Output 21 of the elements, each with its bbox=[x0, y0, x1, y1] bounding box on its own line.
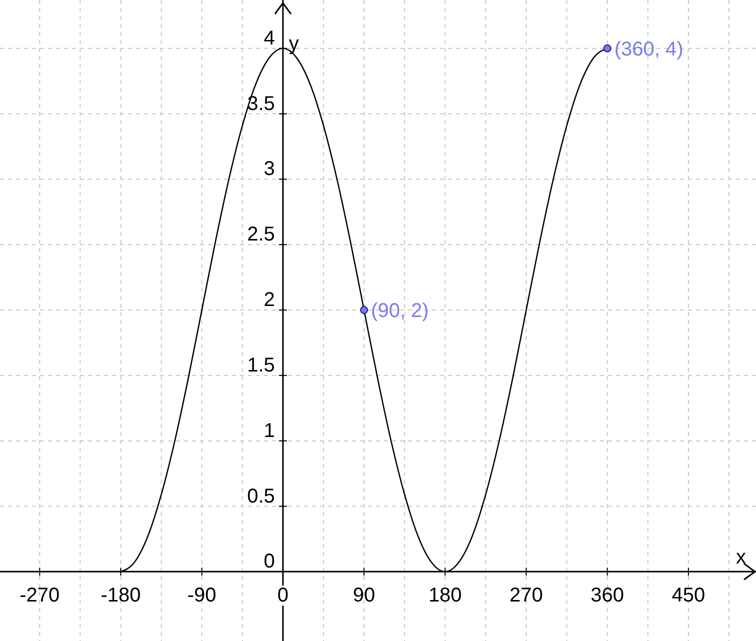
y-axis-title: y bbox=[288, 33, 299, 55]
x-tick-label: -90 bbox=[187, 584, 216, 607]
x-tick-label: 270 bbox=[510, 584, 543, 607]
x-tick-label: 360 bbox=[590, 584, 624, 607]
y-tick-label: 2.5 bbox=[247, 224, 275, 246]
x-axis-title: x bbox=[736, 546, 746, 569]
y-tick-label: 3 bbox=[264, 158, 275, 180]
x-tick-label: -180 bbox=[100, 584, 141, 607]
data-label: (360, 4) bbox=[614, 38, 684, 60]
y-tick-label: 3.5 bbox=[247, 92, 275, 115]
x-tick-label: 90 bbox=[352, 584, 376, 607]
y-tick-label: 1 bbox=[264, 420, 275, 442]
y-tick-label: 2 bbox=[264, 289, 275, 312]
data-label: (90, 2) bbox=[371, 300, 429, 322]
y-tick-label: 4 bbox=[264, 27, 275, 50]
x-tick-label: 450 bbox=[672, 584, 706, 607]
y-tick-label: 0.5 bbox=[247, 485, 275, 508]
y-tick-label: 0 bbox=[264, 550, 275, 573]
x-tick-label: 180 bbox=[428, 584, 462, 607]
x-tick-label: -270 bbox=[20, 584, 60, 607]
y-tick-label: 1.5 bbox=[247, 354, 275, 376]
